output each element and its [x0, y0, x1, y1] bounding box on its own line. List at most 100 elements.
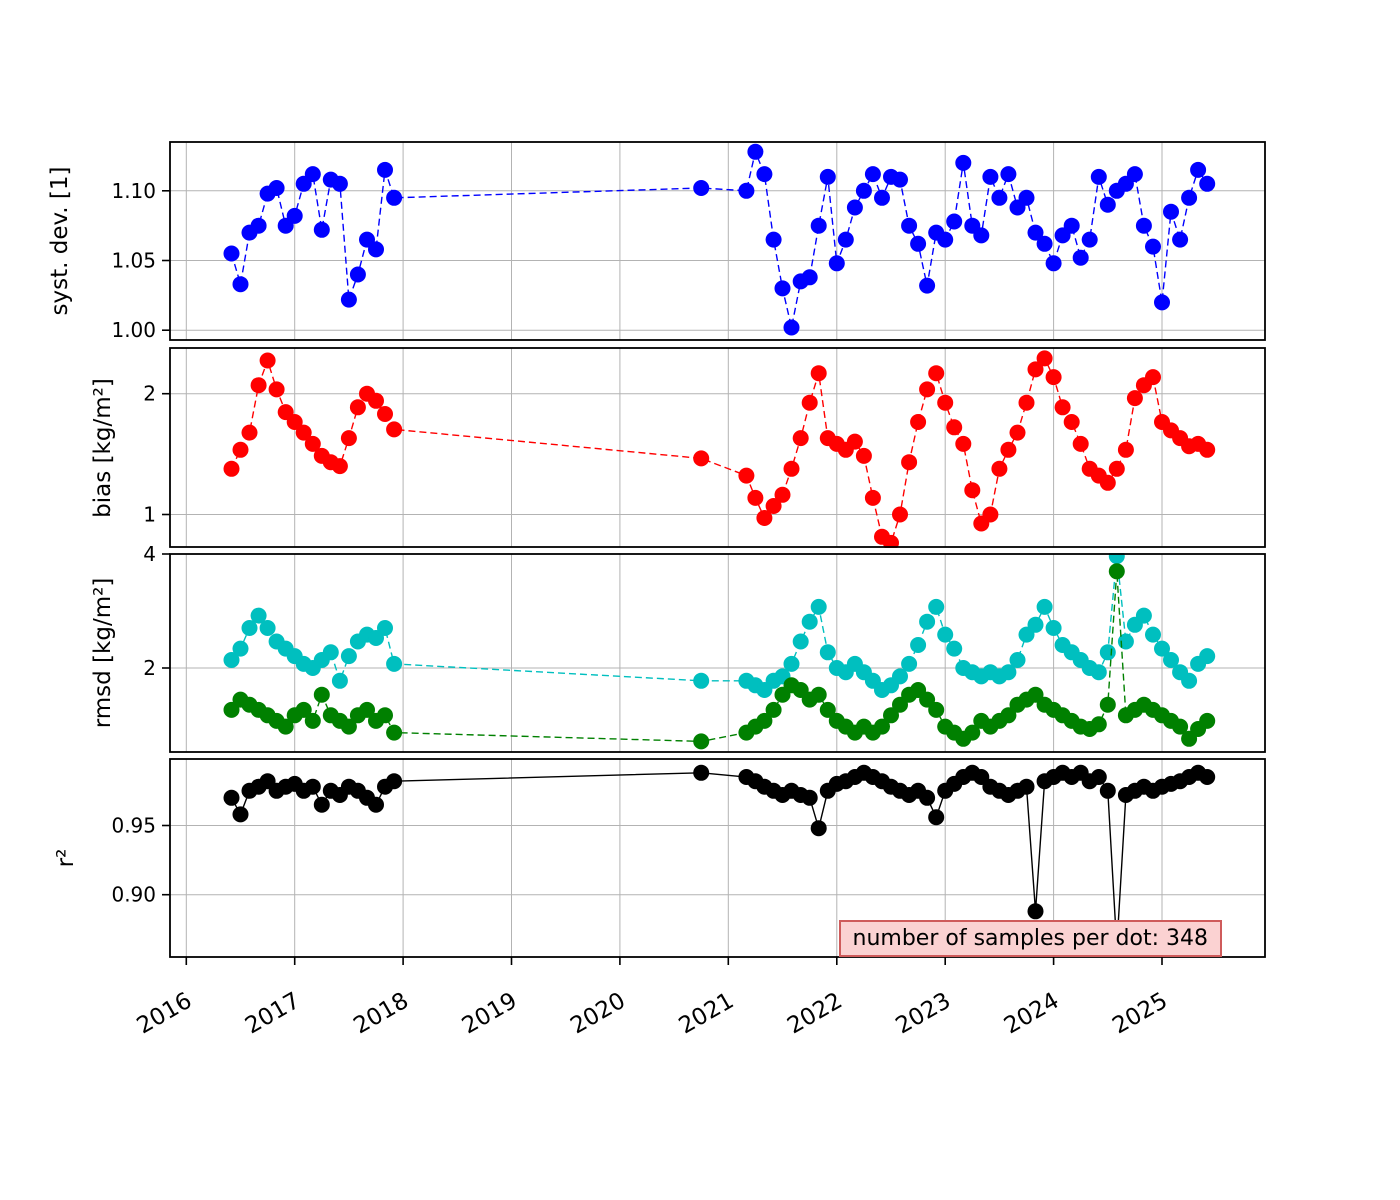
series-syst-dev-point — [756, 166, 773, 183]
series-syst-dev-point — [1181, 189, 1198, 206]
y-tick-label: 1.10 — [111, 179, 156, 203]
series-bias-point — [1063, 414, 1080, 430]
series-syst-dev-point — [1190, 161, 1207, 178]
series-rmsd-green-point — [386, 724, 403, 741]
series-rmsd-cyan-point — [241, 620, 258, 636]
series-bias-point — [756, 510, 773, 526]
series-r2-point — [304, 778, 321, 795]
series-rmsd-cyan-point — [919, 613, 936, 630]
series-rmsd-green-point — [277, 718, 294, 735]
series-bias-point — [259, 352, 276, 369]
series-syst-dev-point — [774, 280, 791, 297]
series-rmsd-cyan-point — [810, 598, 827, 615]
panel-bias: 12 — [143, 347, 1266, 548]
series-bias-line — [230, 357, 1208, 545]
series-rmsd-cyan-line — [230, 556, 1208, 691]
series-rmsd-cyan-point — [331, 672, 348, 689]
series-rmsd-cyan-point — [377, 620, 393, 636]
series-syst-dev-point — [801, 269, 818, 286]
series-bias-point — [792, 430, 809, 447]
x-tick-label: 2016 — [133, 988, 197, 1040]
y-tick-label: 2 — [143, 656, 156, 680]
series-bias-point — [1000, 441, 1017, 458]
series-r2-point — [368, 796, 384, 813]
series-syst-dev-point — [1145, 238, 1161, 255]
series-syst-dev-point — [1163, 203, 1179, 220]
series-rmsd-green-point — [340, 718, 357, 735]
series-bias-point — [1072, 435, 1089, 452]
series-syst-dev-point — [693, 180, 710, 196]
series-syst-dev-point — [991, 189, 1008, 206]
series-r2-point — [1027, 903, 1044, 920]
series-syst-dev-point — [1126, 166, 1143, 183]
series-rmsd-cyan-point — [322, 644, 339, 661]
series-bias-point — [331, 458, 348, 475]
series-rmsd-cyan — [223, 553, 1216, 698]
series-syst-dev-point — [1172, 231, 1189, 248]
series-r2-point — [810, 820, 827, 837]
series-rmsd-green-point — [1199, 712, 1216, 729]
series-bias-point — [892, 506, 908, 523]
panel-bias-border — [169, 347, 1266, 548]
series-syst-dev-point — [1154, 294, 1170, 311]
series-bias-point — [846, 433, 863, 450]
series-bias-point — [377, 406, 393, 422]
series-syst-dev-point — [783, 319, 800, 336]
series-r2-point — [313, 796, 330, 813]
series-syst-dev-point — [937, 231, 954, 248]
series-rmsd-green-point — [874, 718, 890, 735]
series-rmsd-green-point — [928, 701, 945, 718]
series-syst-dev-point — [828, 255, 845, 272]
series-rmsd-cyan-point — [1009, 652, 1026, 668]
series-rmsd-green-point — [810, 686, 827, 703]
series-rmsd-cyan-point — [1199, 648, 1216, 665]
series-rmsd-cyan-point — [1181, 672, 1198, 689]
series-rmsd-cyan-point — [901, 655, 918, 672]
series-rmsd-cyan-point — [1027, 616, 1044, 633]
series-bias-point — [855, 447, 872, 464]
series-rmsd-green-point — [377, 707, 393, 724]
series-rmsd-cyan-point — [910, 637, 927, 653]
series-syst-dev-point — [846, 199, 863, 216]
series-syst-dev-point — [349, 266, 366, 283]
series-r2-point — [1018, 778, 1035, 795]
series-rmsd-cyan-point — [1154, 640, 1170, 657]
series-syst-dev-point — [837, 231, 854, 248]
series-rmsd-cyan-point — [1000, 664, 1017, 681]
series-rmsd-green-point — [1090, 716, 1107, 733]
series-bias-point — [1009, 424, 1026, 441]
series-rmsd-cyan-point — [819, 644, 836, 661]
series-syst-dev-point — [1081, 231, 1098, 248]
x-tick-label: 2025 — [1108, 988, 1172, 1040]
series-syst-dev-point — [747, 143, 764, 160]
series-syst-dev-point — [901, 217, 918, 234]
series-syst-dev-point — [1135, 217, 1152, 234]
series-bias-point — [1126, 390, 1143, 407]
series-syst-dev-point — [1072, 249, 1089, 266]
series-syst-dev-point — [313, 221, 330, 238]
series-syst-dev-point — [368, 241, 384, 258]
series-bias-point — [964, 482, 981, 499]
series-rmsd-green-point — [765, 701, 782, 718]
series-syst-dev-point — [223, 245, 240, 262]
series-bias-point — [368, 392, 384, 409]
series-bias-point — [1145, 369, 1161, 386]
series-rmsd-cyan-point — [783, 655, 800, 672]
series-bias-point — [1199, 441, 1216, 458]
series-syst-dev-point — [819, 168, 836, 185]
series-syst-dev-point — [765, 231, 782, 248]
series-rmsd-cyan-point — [259, 620, 276, 636]
x-tick-label: 2019 — [458, 988, 522, 1040]
series-syst-dev-point — [892, 171, 908, 188]
series-syst-dev-point — [232, 276, 249, 293]
series-r2-point — [232, 806, 249, 823]
series-bias-point — [1054, 399, 1071, 416]
y-tick-label: 0.90 — [111, 883, 156, 907]
series-bias-point — [864, 489, 881, 506]
panel-syst-dev: 1.00 1.05 1.10 — [111, 141, 1266, 342]
series-syst-dev-point — [1099, 196, 1116, 213]
series-rmsd-green-point — [1172, 718, 1189, 735]
series-bias-point — [1036, 350, 1053, 367]
series-syst-dev-point — [331, 175, 348, 192]
series-rmsd-cyan-point — [1135, 607, 1152, 624]
